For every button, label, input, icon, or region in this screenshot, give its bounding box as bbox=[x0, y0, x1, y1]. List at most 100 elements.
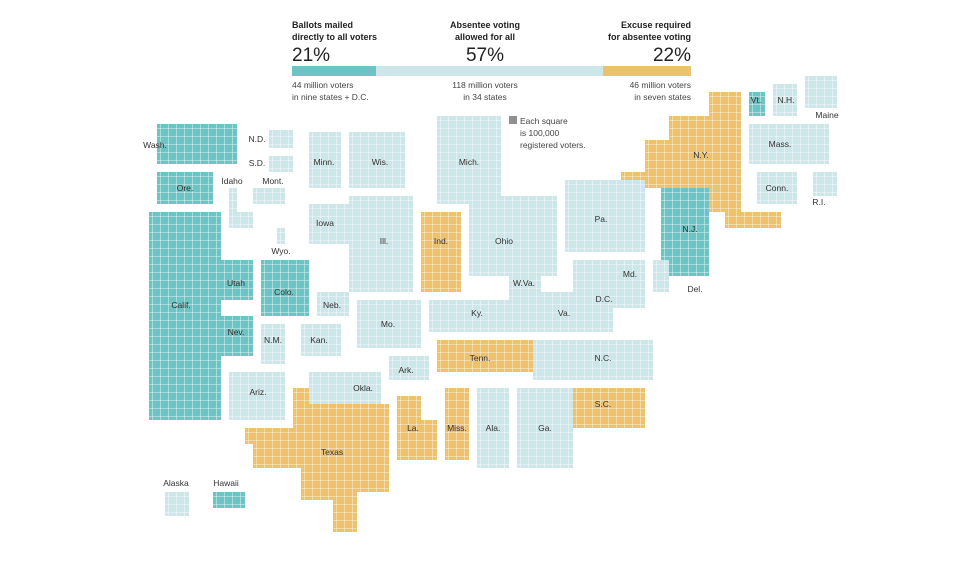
state-grid-ky bbox=[429, 300, 509, 332]
state-grid-ohio bbox=[469, 196, 557, 276]
legend-mailed-title-line2: directly to all voters bbox=[292, 32, 378, 42]
state-label-ore: Ore. bbox=[177, 183, 194, 193]
state-label-pa: Pa. bbox=[595, 214, 608, 224]
state-grid-pa bbox=[565, 180, 645, 252]
state-grid-la bbox=[397, 396, 437, 460]
legend-bar-absentee bbox=[376, 66, 603, 76]
state-label-hawaii: Hawaii bbox=[213, 478, 239, 488]
state-grid-ore bbox=[157, 172, 213, 204]
state-label-nm: N.M. bbox=[264, 335, 282, 345]
state-label-nh: N.H. bbox=[778, 95, 795, 105]
state-grid-nev bbox=[221, 316, 253, 356]
state-grid-ga bbox=[517, 388, 573, 468]
state-grid-mont bbox=[253, 188, 285, 204]
state-label-miss: Miss. bbox=[447, 423, 467, 433]
state-label-maine: Maine bbox=[815, 110, 838, 120]
state-label-wis: Wis. bbox=[372, 157, 389, 167]
state-grid-ri bbox=[813, 172, 837, 196]
state-label-nd: N.D. bbox=[249, 134, 266, 144]
state-grid-ala bbox=[477, 388, 509, 468]
state-grid-ill bbox=[349, 196, 413, 292]
state-label-la: La. bbox=[407, 423, 419, 433]
legend-excuse-title-line2: for absentee voting bbox=[607, 32, 691, 42]
legend-mailed-percent: 21% bbox=[292, 45, 331, 66]
state-label-ky: Ky. bbox=[471, 308, 483, 318]
state-label-okla: Okla. bbox=[353, 383, 373, 393]
state-grid-md bbox=[573, 260, 645, 308]
state-grid-wyo bbox=[277, 228, 285, 244]
state-grid-mich bbox=[437, 116, 501, 204]
state-grid-sd bbox=[269, 156, 293, 172]
state-grid-wis bbox=[349, 132, 405, 188]
legend-mailed-title-line1: Ballots mailed bbox=[292, 20, 354, 30]
state-grid-nd bbox=[269, 130, 293, 148]
state-label-kan: Kan. bbox=[310, 335, 328, 345]
state-grid-ariz bbox=[229, 372, 285, 420]
note-square-icon bbox=[509, 116, 517, 124]
note-line3: registered voters. bbox=[520, 140, 586, 150]
legend-excuse-desc-line1: 46 million voters bbox=[629, 80, 691, 90]
state-label-wva: W.Va. bbox=[513, 278, 535, 288]
state-label-nj: N.J. bbox=[682, 224, 697, 234]
state-label-iowa: Iowa bbox=[316, 218, 334, 228]
legend-absentee-desc-line1: 118 million voters bbox=[452, 80, 518, 90]
state-grid-del bbox=[653, 260, 669, 292]
state-grid-ind bbox=[421, 212, 461, 292]
state-label-ark: Ark. bbox=[398, 365, 413, 375]
state-label-idaho: Idaho bbox=[221, 176, 243, 186]
legend-excuse-percent: 22% bbox=[652, 45, 691, 66]
legend-excuse-desc-line2: in seven states bbox=[634, 92, 691, 102]
legend-bar-mailed bbox=[292, 66, 376, 76]
state-label-minn: Minn. bbox=[314, 157, 335, 167]
state-grid-mass bbox=[749, 124, 829, 164]
state-label-mass: Mass. bbox=[769, 139, 792, 149]
state-grid-ny bbox=[621, 92, 781, 228]
state-label-ariz: Ariz. bbox=[250, 387, 267, 397]
state-grid-calif bbox=[149, 212, 221, 420]
state-grid-ark bbox=[389, 356, 429, 380]
state-grid-kan bbox=[301, 324, 341, 356]
legend-absentee-title-line1: Absentee voting bbox=[449, 20, 520, 30]
state-label-sc: S.C. bbox=[595, 399, 612, 409]
legend-absentee-desc-line2: in 34 states bbox=[463, 92, 507, 102]
state-grid-minn bbox=[309, 132, 341, 188]
state-grid-texas bbox=[245, 388, 389, 532]
state-label-tenn: Tenn. bbox=[470, 353, 491, 363]
state-grid-mo bbox=[357, 300, 421, 348]
legend-bar-excuse bbox=[603, 66, 691, 76]
state-label-mich: Mich. bbox=[459, 157, 479, 167]
state-label-nc: N.C. bbox=[595, 353, 612, 363]
state-label-neb: Neb. bbox=[323, 300, 341, 310]
state-grid-nj bbox=[661, 188, 709, 276]
state-label-va: Va. bbox=[558, 308, 570, 318]
state-label-ny: N.Y. bbox=[693, 150, 708, 160]
state-grid-miss bbox=[445, 388, 469, 460]
state-grid-neb bbox=[317, 292, 349, 316]
state-label-alaska: Alaska bbox=[163, 478, 189, 488]
legend-excuse-desc: 46 million voters in seven states bbox=[560, 79, 691, 103]
state-label-md: Md. bbox=[623, 269, 637, 279]
state-grid-alaska bbox=[165, 492, 189, 516]
state-label-ohio: Ohio bbox=[495, 236, 513, 246]
square-scale-note: Each square is 100,000 registered voters… bbox=[520, 115, 586, 151]
state-grid-colo bbox=[261, 260, 309, 316]
state-grid-tenn bbox=[437, 340, 533, 372]
state-label-mo: Mo. bbox=[381, 319, 395, 329]
state-grid-iowa bbox=[309, 204, 349, 244]
legend-absentee-desc: 118 million voters in 34 states bbox=[400, 79, 570, 103]
legend-mailed-desc-line2: in nine states + D.C. bbox=[292, 92, 369, 102]
state-label-ind: Ind. bbox=[434, 236, 448, 246]
state-label-sd: S.D. bbox=[249, 158, 266, 168]
legend-mailed-desc: 44 million voters in nine states + D.C. bbox=[292, 79, 369, 103]
legend-absentee-title-line2: allowed for all bbox=[454, 32, 515, 42]
state-label-dc: D.C. bbox=[596, 294, 613, 304]
state-grid-nm bbox=[261, 324, 285, 364]
state-label-texas: Texas bbox=[321, 447, 343, 457]
state-grid-utah bbox=[221, 260, 253, 300]
note-line2: is 100,000 bbox=[520, 128, 560, 138]
state-grid-maine bbox=[805, 76, 837, 108]
state-label-ga: Ga. bbox=[538, 423, 552, 433]
state-label-nev: Nev. bbox=[228, 327, 245, 337]
state-label-ri: R.I. bbox=[812, 197, 825, 207]
